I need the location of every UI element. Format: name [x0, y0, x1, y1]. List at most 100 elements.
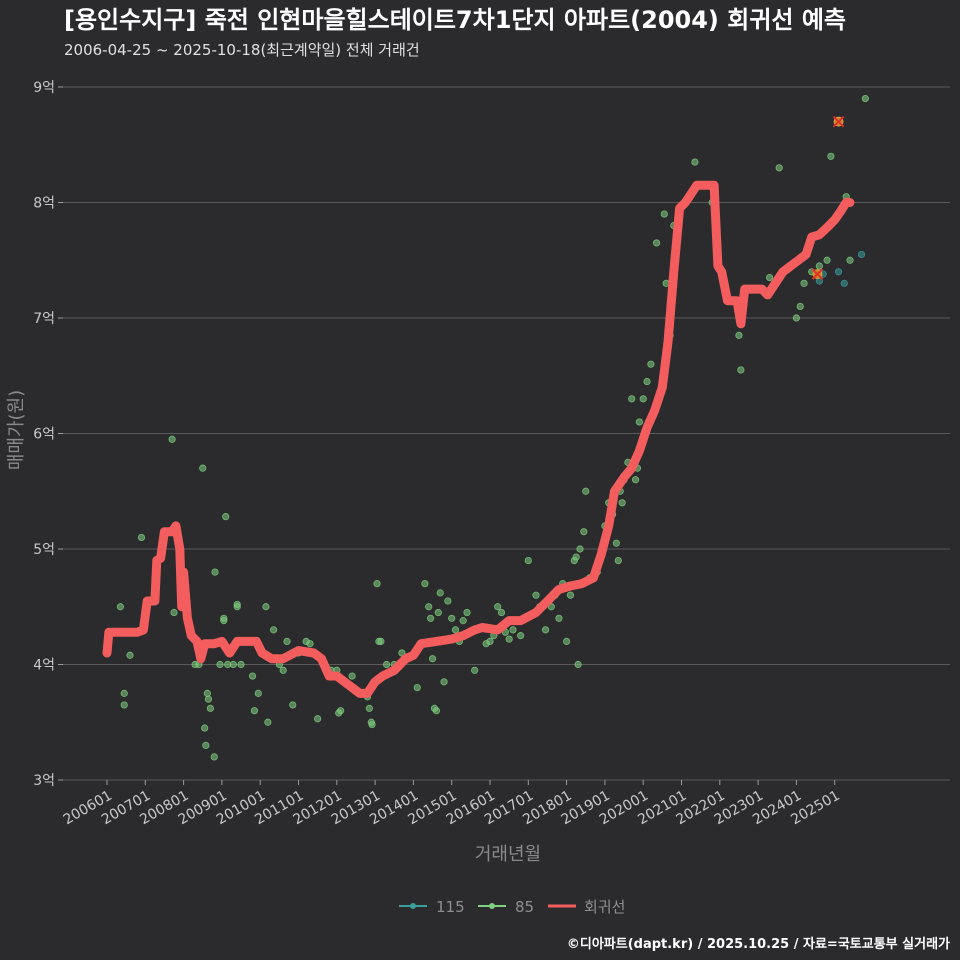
data-point-85 — [377, 637, 385, 646]
scatter-points — [116, 94, 869, 761]
data-point-85 — [660, 210, 668, 218]
legend-label-115: 115 — [436, 898, 465, 916]
legend-label-85: 85 — [515, 898, 534, 916]
legend-dot-115 — [410, 903, 416, 909]
data-point-85 — [737, 366, 745, 374]
legend-item-115: 115 — [399, 898, 465, 916]
data-point-85 — [823, 256, 831, 264]
data-point-85 — [440, 678, 448, 686]
legend-item-85: 85 — [478, 898, 534, 916]
data-point-85 — [222, 513, 230, 521]
data-point-85 — [448, 614, 456, 622]
data-point-85 — [306, 640, 314, 648]
data-point-85 — [337, 707, 345, 715]
regression-line — [102, 180, 855, 698]
data-point-85 — [509, 626, 517, 634]
data-point-85 — [846, 256, 854, 264]
data-point-85 — [216, 660, 224, 669]
legend-label-regression: 회귀선 — [584, 898, 625, 916]
data-point-85 — [653, 239, 661, 247]
data-point-85 — [647, 360, 655, 368]
data-point-85 — [373, 580, 381, 588]
data-point-85 — [211, 568, 219, 576]
data-point-85 — [572, 553, 580, 561]
data-point-85 — [170, 608, 178, 617]
data-point-85 — [497, 608, 506, 617]
data-point-85 — [618, 499, 626, 507]
legend: 115 85 회귀선 — [399, 898, 625, 916]
data-point-85 — [775, 164, 783, 172]
data-point-85 — [494, 603, 502, 611]
data-point-85 — [434, 608, 442, 617]
data-point-85 — [691, 158, 699, 166]
data-point-85 — [314, 715, 322, 723]
data-point-85 — [262, 603, 270, 611]
data-point-85 — [210, 753, 218, 761]
data-point-85 — [815, 262, 823, 270]
data-point-85 — [250, 707, 259, 715]
data-point-85 — [168, 435, 176, 443]
data-point-85 — [532, 591, 540, 599]
y-tick-label: 7억 — [33, 311, 55, 327]
data-point-85 — [631, 476, 640, 484]
grid-lines — [58, 86, 950, 785]
data-point-85 — [800, 279, 808, 287]
data-point-85 — [541, 626, 550, 634]
data-point-85 — [580, 528, 588, 536]
x-axis-title: 거래년월 — [475, 844, 541, 865]
y-tick-label: 6억 — [33, 427, 55, 443]
legend-dot-85 — [489, 903, 495, 909]
source-credit: ©디아파트(dapt.kr) / 2025.10.25 / 자료=국토교통부 실… — [567, 936, 950, 952]
data-point-85 — [264, 718, 272, 726]
data-point-85 — [368, 720, 376, 729]
data-point-85 — [229, 660, 237, 669]
chart-subtitle: 2006-04-25 ~ 2025-10-18(최근계약일) 전체 거래건 — [64, 41, 420, 59]
chart-title: [용인수지구] 죽전 인현마을힐스테이트7차1단지 아파트(2004) 회귀선 … — [64, 6, 846, 34]
y-axis-title: 매매가(원) — [6, 390, 27, 470]
data-point-85 — [792, 314, 801, 322]
data-point-85 — [765, 273, 774, 282]
data-point-85 — [451, 626, 460, 634]
data-point-85 — [120, 701, 128, 709]
x-tick-labels: 2006012007012008012009012010012011012012… — [61, 788, 843, 829]
y-tick-label: 8억 — [33, 196, 55, 212]
data-point-85 — [459, 617, 467, 625]
data-point-85 — [204, 695, 213, 703]
data-point-85 — [120, 689, 128, 697]
outlier-mark — [811, 268, 824, 280]
data-point-115 — [857, 250, 866, 259]
data-point-85 — [427, 614, 435, 622]
data-point-85 — [201, 724, 209, 732]
data-point-85 — [220, 614, 228, 622]
data-point-85 — [126, 651, 134, 659]
data-point-85 — [425, 603, 433, 611]
data-point-85 — [270, 626, 278, 634]
data-point-85 — [289, 701, 297, 709]
data-point-85 — [432, 707, 440, 715]
data-point-85 — [428, 655, 437, 663]
data-point-85 — [421, 580, 429, 588]
data-point-85 — [436, 589, 444, 597]
outlier-cross-b — [832, 115, 845, 128]
data-point-85 — [233, 600, 241, 609]
regression-line-layer — [102, 180, 855, 698]
data-point-115 — [840, 279, 848, 287]
data-point-85 — [505, 635, 513, 643]
data-point-85 — [576, 545, 584, 553]
data-point-85 — [486, 637, 494, 646]
data-point-85 — [471, 666, 479, 674]
data-point-85 — [248, 672, 257, 680]
data-point-85 — [365, 704, 373, 712]
data-point-85 — [643, 377, 651, 386]
data-point-85 — [199, 464, 207, 472]
y-tick-label: 4억 — [33, 658, 55, 674]
data-point-85 — [203, 689, 211, 697]
data-point-85 — [861, 94, 869, 103]
data-point-85 — [566, 591, 575, 599]
y-tick-label: 5억 — [33, 542, 55, 558]
y-tick-label: 9억 — [33, 80, 55, 96]
data-point-85 — [555, 614, 563, 622]
y-tick-labels: 3억 4억 5억 6억 7억 8억 9억 — [33, 80, 55, 789]
data-point-85 — [237, 660, 245, 669]
